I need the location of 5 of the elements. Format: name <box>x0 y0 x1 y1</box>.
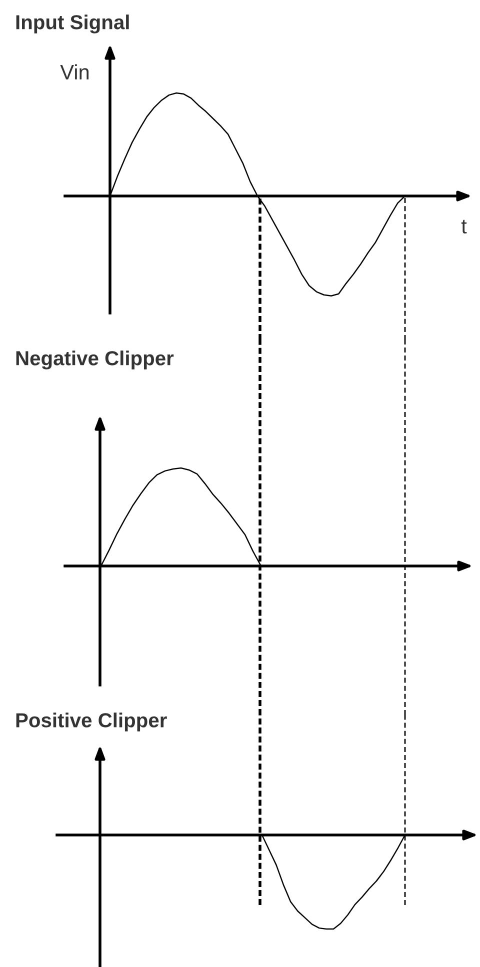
chart-title: Input Signal <box>16 14 129 34</box>
chart-title: Positive Clipper <box>16 712 167 732</box>
x-axis-title: t <box>461 220 467 234</box>
chart-title: Negative Clipper <box>16 350 174 370</box>
y-axis-title: Vin <box>60 64 89 80</box>
